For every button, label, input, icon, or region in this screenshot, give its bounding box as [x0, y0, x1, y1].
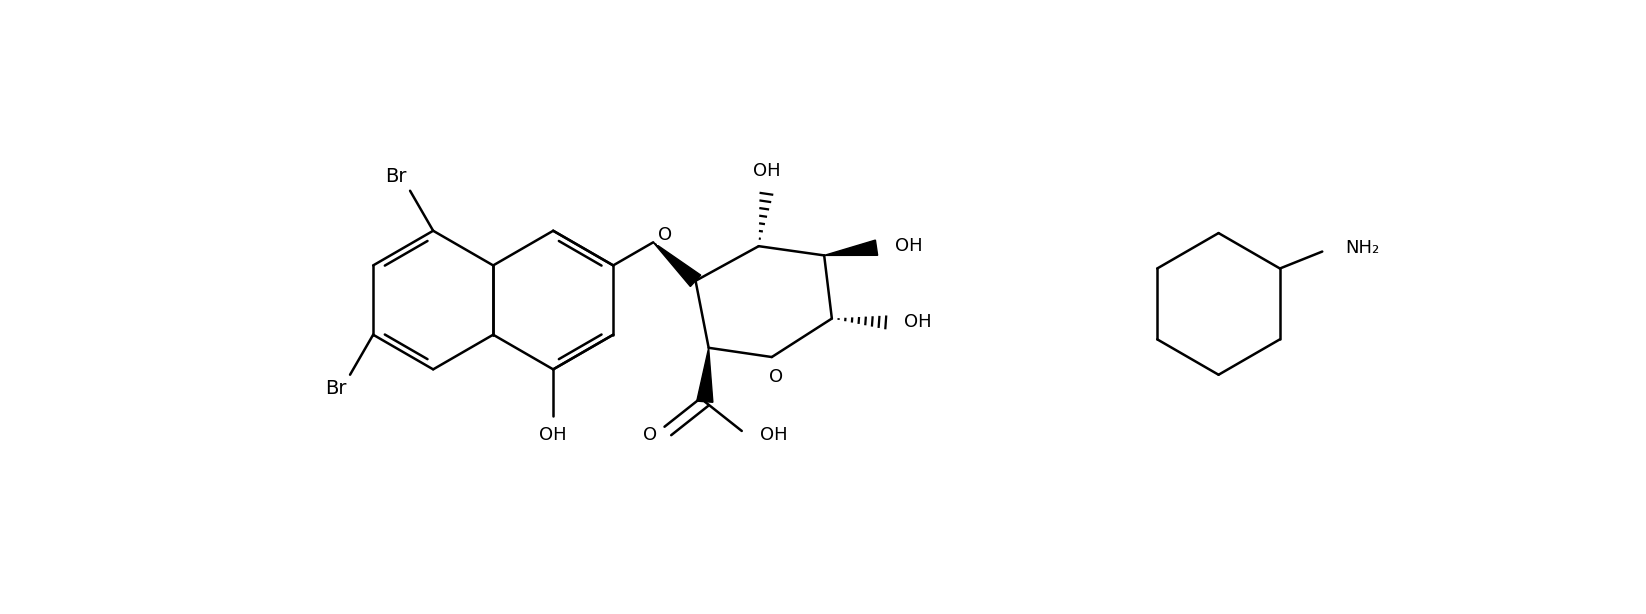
Text: O: O — [658, 225, 672, 244]
Text: Br: Br — [324, 379, 346, 398]
Text: NH₂: NH₂ — [1345, 239, 1379, 257]
Polygon shape — [653, 243, 701, 287]
Text: OH: OH — [895, 237, 923, 255]
Text: OH: OH — [904, 313, 932, 332]
Polygon shape — [696, 348, 713, 402]
Text: O: O — [644, 426, 657, 444]
Polygon shape — [825, 240, 877, 255]
Text: O: O — [769, 368, 783, 386]
Text: OH: OH — [760, 426, 788, 444]
Text: Br: Br — [385, 167, 407, 186]
Text: OH: OH — [540, 426, 566, 445]
Text: OH: OH — [752, 162, 780, 180]
